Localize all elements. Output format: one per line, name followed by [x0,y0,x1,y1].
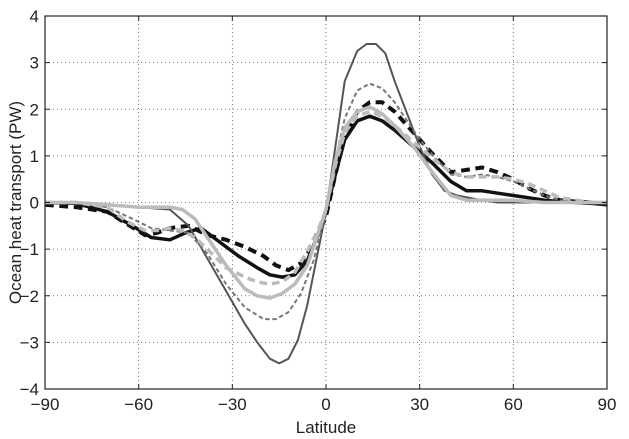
y-tick-label: 1 [30,147,39,166]
x-tick-label: 0 [321,395,330,414]
x-tick-label: 30 [410,395,429,414]
y-tick-label: 0 [30,194,39,213]
series-line-5 [45,105,607,300]
series-group [44,43,608,365]
series-line-3 [45,43,607,365]
series-line-4 [45,82,607,321]
x-tick-label: 60 [504,395,523,414]
x-tick-label: 90 [598,395,617,414]
y-tick-label: −4 [20,380,39,399]
series-line-6 [45,109,607,286]
y-tick-label: 3 [30,54,39,73]
y-tick-label: 4 [30,7,39,26]
y-tick-label: −1 [20,240,39,259]
y-tick-label: −3 [20,333,39,352]
x-tick-label: −60 [124,395,153,414]
y-tick-label: 2 [30,100,39,119]
axis-ticks: −90 −60 −30 0 30 60 90 −4 −3 −2 −1 0 1 2 3 4 [20,7,617,414]
x-tick-label: −90 [31,395,60,414]
x-axis-title: Latitude [296,418,357,437]
y-axis-title: Ocean heat transport (PW) [6,101,25,304]
x-tick-label: −30 [218,395,247,414]
y-tick-label: −2 [20,287,39,306]
